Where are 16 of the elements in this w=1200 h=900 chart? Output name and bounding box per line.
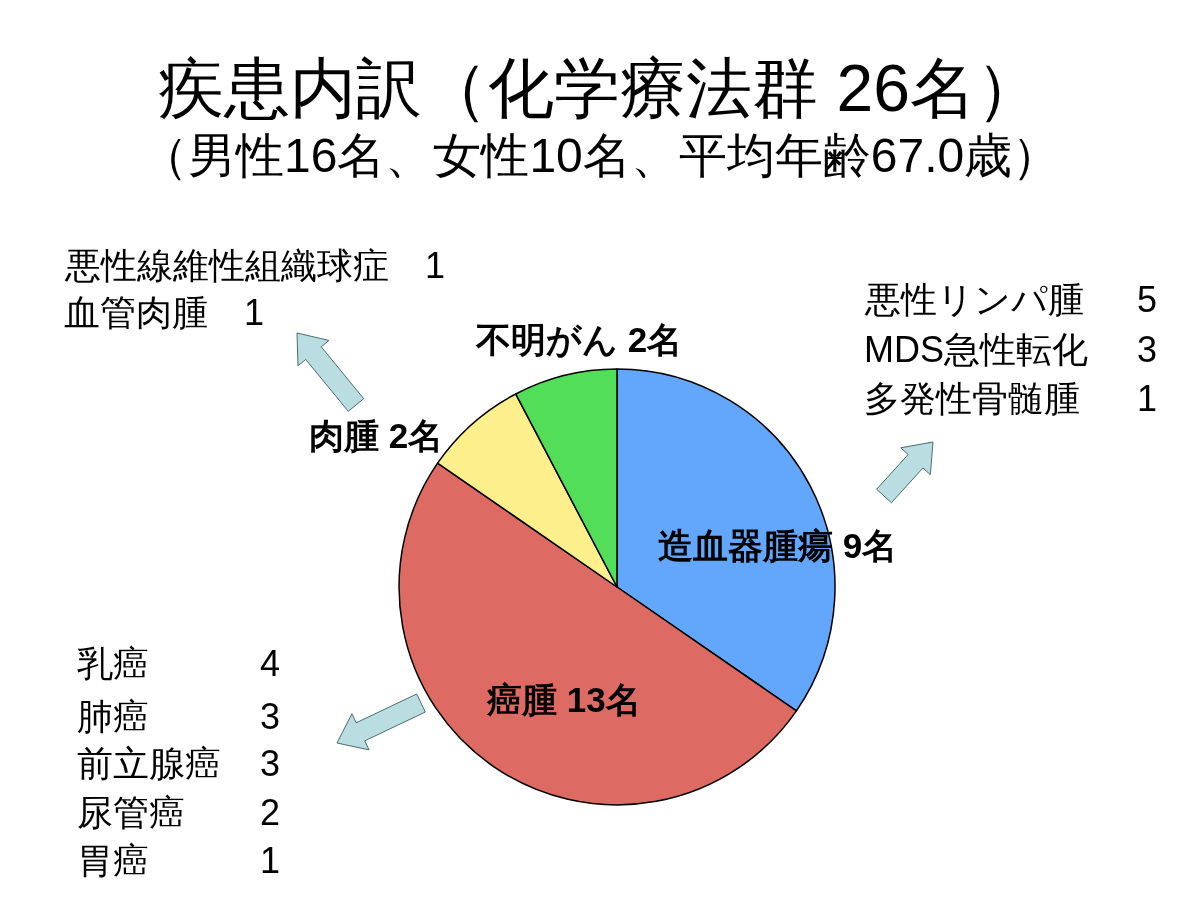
- text: 肺癌 3: [77, 696, 281, 737]
- text: 悪性線維性組織球症 1: [64, 245, 446, 286]
- text: 乳癌 4: [77, 643, 281, 684]
- slice-label: 癌腫 13名: [486, 680, 641, 719]
- text: 前立腺癌 3: [77, 743, 281, 784]
- text: 悪性リンパ腫 5: [865, 279, 1158, 320]
- text: 血管肉腫 1: [64, 292, 265, 333]
- chart-title: 疾患内訳（化学療法群 26名）: [158, 51, 1042, 126]
- chart-subtitle: （男性16名、女性10名、平均年齢67.0歳）: [140, 129, 1061, 182]
- slice-label: 造血器腫瘍 9名: [658, 526, 898, 565]
- text: 多発性骨髄腫 1: [864, 378, 1158, 419]
- text: MDS急性転化 3: [864, 329, 1158, 370]
- slice-label: 肉腫 2名: [309, 416, 444, 455]
- slice-label: 不明がん 2名: [475, 320, 683, 359]
- text: 尿管癌 2: [77, 792, 281, 833]
- text: 胃癌 1: [77, 840, 281, 881]
